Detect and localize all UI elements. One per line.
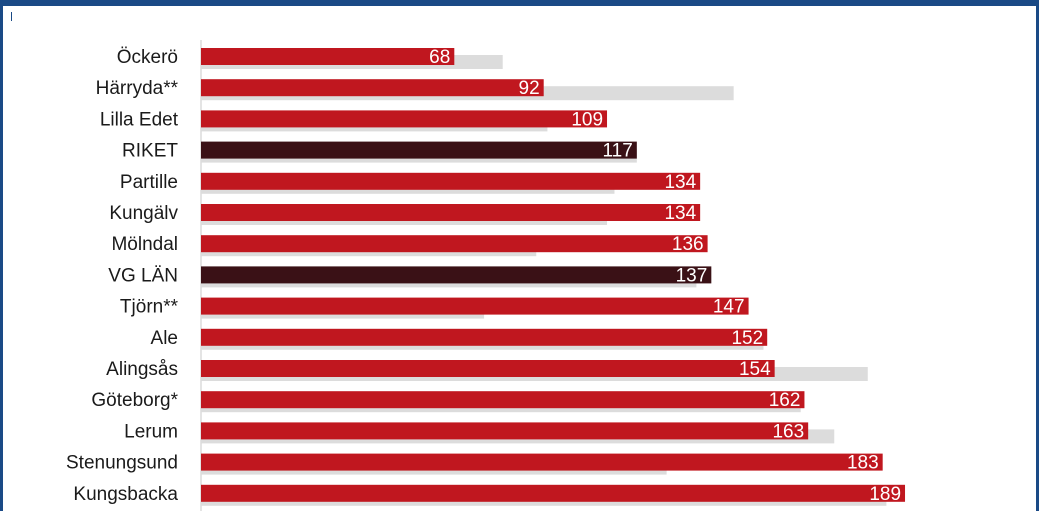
category-label: Härryda** <box>96 78 179 99</box>
frame-tick <box>11 12 12 21</box>
value-label: 163 <box>772 421 804 442</box>
primary-bar <box>201 297 749 315</box>
primary-bar <box>201 235 708 253</box>
primary-bar <box>201 328 768 346</box>
value-label: 154 <box>739 359 771 380</box>
category-label: Göteborg* <box>91 390 178 411</box>
category-label: Partille <box>120 172 178 193</box>
value-label: 152 <box>731 328 763 349</box>
primary-bar <box>201 110 608 128</box>
value-label: 109 <box>571 109 603 130</box>
value-label: 183 <box>847 453 879 474</box>
primary-bar <box>201 204 701 221</box>
value-label: 92 <box>519 78 540 99</box>
category-label: RIKET <box>122 141 178 162</box>
primary-bar <box>201 48 455 65</box>
value-label: 147 <box>713 297 745 318</box>
primary-bar <box>201 172 701 190</box>
category-label: Lilla Edet <box>100 109 179 130</box>
category-label: Stenungsund <box>66 453 178 474</box>
value-label: 134 <box>664 203 696 224</box>
primary-bar <box>201 266 712 284</box>
primary-bar <box>201 79 544 97</box>
value-label: 117 <box>603 141 633 162</box>
primary-bar <box>201 422 809 440</box>
primary-bar <box>201 484 906 502</box>
value-label: 68 <box>429 47 450 68</box>
category-label: Ale <box>151 328 178 349</box>
primary-bar <box>201 360 775 377</box>
category-label: Kungsbacka <box>73 484 178 505</box>
value-label: 137 <box>676 265 708 286</box>
category-label: Lerum <box>124 421 178 442</box>
primary-bar <box>201 391 805 409</box>
category-label: Mölndal <box>111 234 178 255</box>
category-label: VG LÄN <box>108 265 178 286</box>
primary-bar <box>201 141 637 159</box>
category-label: Tjörn** <box>120 297 179 318</box>
value-label: 136 <box>672 234 704 255</box>
value-label: 162 <box>769 390 801 411</box>
category-label: Kungälv <box>109 203 178 224</box>
primary-bar <box>201 453 883 471</box>
value-label: 189 <box>869 484 901 505</box>
value-label: 134 <box>664 172 696 193</box>
category-label: Alingsås <box>106 359 178 380</box>
category-label: Öckerö <box>117 47 178 68</box>
